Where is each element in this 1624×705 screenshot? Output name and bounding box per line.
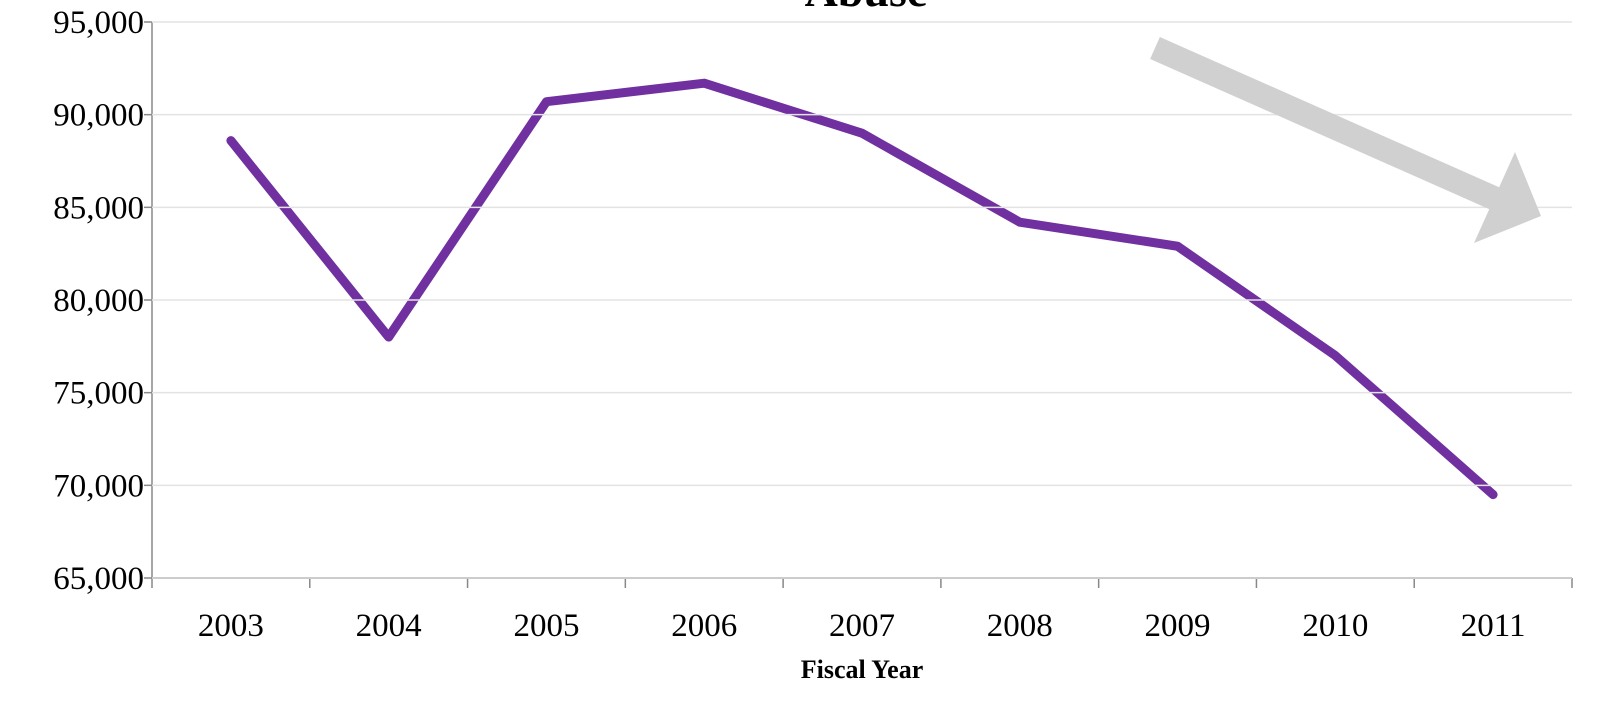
x-tick-label: 2004 bbox=[356, 608, 422, 644]
x-tick-label: 2010 bbox=[1302, 608, 1368, 644]
trend-arrow bbox=[1150, 37, 1541, 243]
x-tick-label: 2011 bbox=[1461, 608, 1526, 644]
x-tick-label: 2008 bbox=[987, 608, 1053, 644]
x-tick-label: 2005 bbox=[513, 608, 579, 644]
y-tick-label: 80,000 bbox=[53, 283, 144, 319]
y-tick-label: 65,000 bbox=[53, 561, 144, 597]
y-tick-label: 70,000 bbox=[53, 468, 144, 504]
arrow-shaft bbox=[1150, 37, 1510, 214]
x-tick-label: 2003 bbox=[198, 608, 264, 644]
x-tick-label: 2009 bbox=[1145, 608, 1211, 644]
series-line bbox=[226, 78, 1498, 500]
x-tick-label: 2006 bbox=[671, 608, 737, 644]
y-tick-label: 95,000 bbox=[53, 5, 144, 41]
y-tick-label: 90,000 bbox=[53, 98, 144, 134]
chart-title: Abuse bbox=[805, 0, 928, 16]
arrow-head bbox=[1474, 152, 1541, 243]
y-tick-label: 75,000 bbox=[53, 376, 144, 412]
y-tick-label: 85,000 bbox=[53, 190, 144, 226]
x-axis-label: Fiscal Year bbox=[801, 655, 924, 684]
x-tick-label: 2007 bbox=[829, 608, 895, 644]
